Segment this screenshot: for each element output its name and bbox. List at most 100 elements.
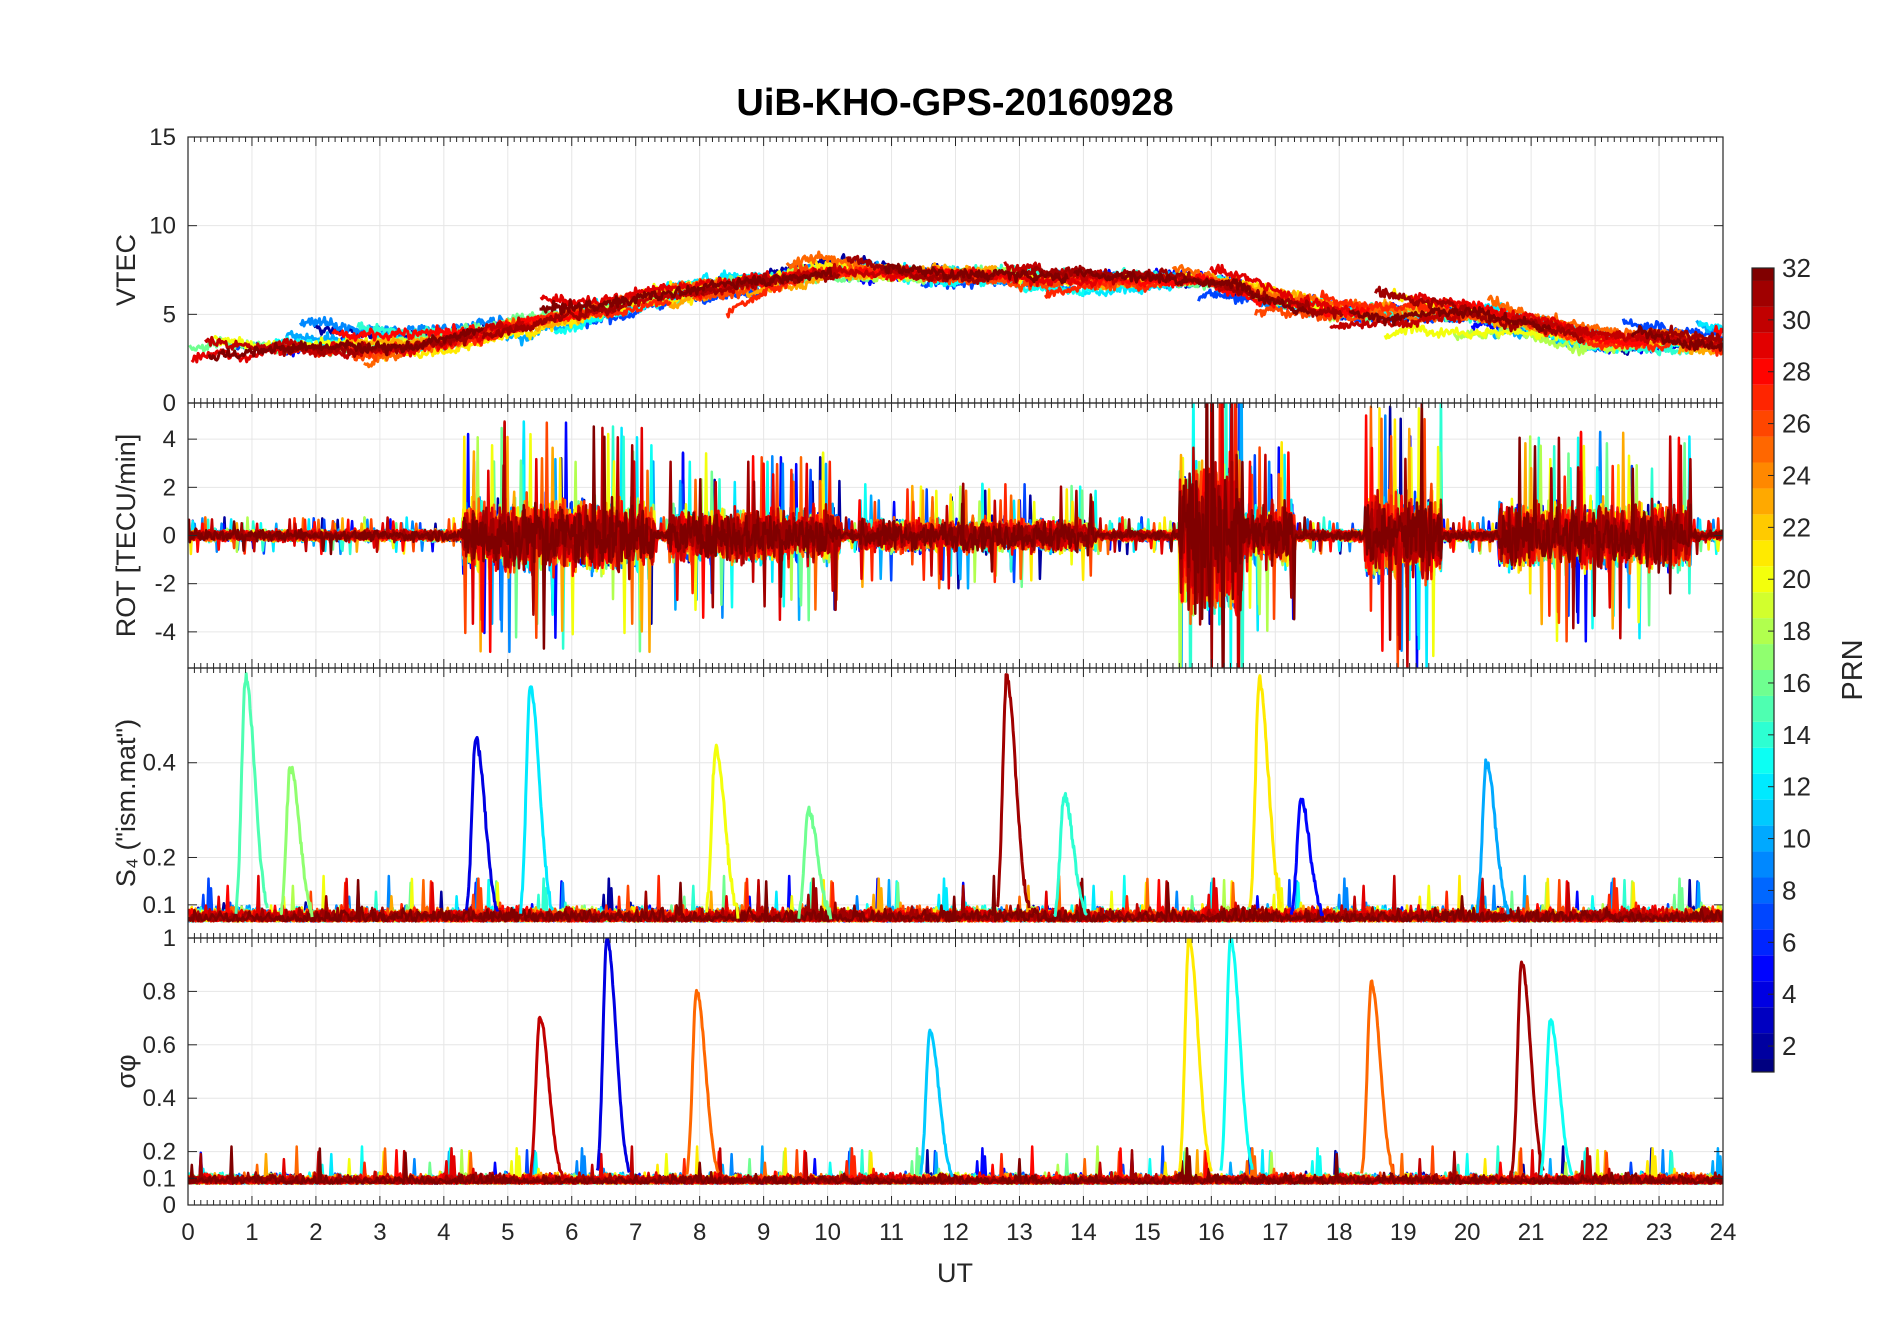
vtec-trace-prn32 — [1348, 306, 1552, 332]
x-tick-label: 13 — [1006, 1219, 1033, 1246]
colorbar-band — [1752, 618, 1774, 645]
sigma-trace-prn32 — [188, 1145, 1723, 1185]
x-ticks-1 — [187, 136, 1724, 404]
traces-2 — [188, 403, 1723, 668]
colorbar-tick-label: 22 — [1782, 512, 1811, 542]
rot-trace-prn32 — [188, 403, 1723, 668]
traces-4 — [188, 938, 1723, 1185]
s4-trace-prn32 — [188, 874, 1723, 923]
x-tick-label: 20 — [1454, 1219, 1481, 1246]
vtec-trace-prn32 — [1630, 324, 1723, 352]
y-axis-label-4: σφ — [111, 1054, 141, 1088]
colorbar-tick-label: 10 — [1782, 824, 1811, 854]
x-tick-label: 15 — [1134, 1219, 1161, 1246]
x-tick-label: 24 — [1710, 1219, 1737, 1246]
x-tick-label: 19 — [1390, 1219, 1417, 1246]
colorbar-tick-label: 24 — [1782, 460, 1811, 490]
colorbar-tick-label: 32 — [1782, 253, 1811, 283]
y-tick-label: 0.4 — [143, 1085, 176, 1112]
vtec-trace-prn28 — [1713, 324, 1723, 337]
y-tick-label: -2 — [155, 571, 176, 598]
colorbar-tick-label: 2 — [1782, 1031, 1796, 1061]
y-tick-label: 1 — [163, 925, 176, 952]
colorbar-band — [1752, 332, 1774, 359]
y-tick-label: 0.2 — [143, 844, 176, 871]
colorbar-box — [1751, 267, 1775, 1073]
x-tick-label: 0 — [181, 1219, 194, 1246]
y-tick-label: 10 — [149, 213, 176, 240]
colorbar-band — [1752, 592, 1774, 619]
y-tick-label: 0 — [163, 523, 176, 550]
colorbar-band — [1752, 514, 1774, 541]
s4-spike-1 — [234, 672, 269, 914]
vtec-trace-prn32 — [1073, 268, 1311, 316]
x-tick-label: 4 — [437, 1219, 450, 1246]
vtec-trace-prn32 — [539, 266, 833, 316]
colorbar-tick-label: 12 — [1782, 772, 1811, 802]
vtec-trace-prn31 — [845, 254, 999, 285]
grid-4 — [187, 937, 1724, 1206]
vtec-trace-prn32 — [207, 326, 485, 362]
colorbar-tick-label: 26 — [1782, 409, 1811, 439]
y-axis-label-3: S₄ ("ism.mat") — [111, 719, 141, 887]
colorbar-band — [1752, 955, 1774, 982]
sigma-spike-2 — [595, 938, 631, 1174]
sigma-spike-8 — [1510, 960, 1545, 1174]
colorbar-band — [1752, 851, 1774, 878]
colorbar-band — [1752, 436, 1774, 463]
x-axis-label: UT — [937, 1258, 973, 1288]
vtec-trace-prn12 — [1697, 320, 1723, 332]
colorbar-tick-label: 14 — [1782, 720, 1811, 750]
x-tick-label: 12 — [942, 1219, 969, 1246]
grid-3 — [187, 668, 1724, 938]
colorbar-band — [1752, 799, 1774, 826]
y-tick-label: 2 — [163, 474, 176, 501]
y-tick-label: 0.2 — [143, 1139, 176, 1166]
x-tick-label: 14 — [1070, 1219, 1097, 1246]
colorbar-tick-label: 30 — [1782, 305, 1811, 335]
colorbar-band — [1752, 410, 1774, 437]
colorbar-tick-label: 16 — [1782, 668, 1811, 698]
y-tick-label: 0.4 — [143, 750, 176, 777]
colorbar-band — [1752, 695, 1774, 722]
x-tick-label: 11 — [879, 1219, 904, 1246]
y-tick-label: 0 — [163, 390, 176, 417]
colorbar-tick-label: 18 — [1782, 616, 1811, 646]
sigma-spike-6 — [1219, 938, 1254, 1171]
chart-title: UiB-KHO-GPS-20160928 — [736, 82, 1173, 124]
panel-3: 0.1 0.2 0.4S₄ ("ism.mat") — [111, 667, 1724, 939]
colorbar-label: PRN — [1837, 639, 1869, 700]
s4-spike-11 — [1475, 758, 1510, 915]
vtec-trace-prn30 — [1329, 310, 1463, 330]
colorbar-band — [1752, 462, 1774, 489]
sigma-spike-4 — [918, 1028, 954, 1178]
traces-1 — [188, 250, 1723, 369]
colorbar-band — [1752, 280, 1774, 307]
y-tick-label: 0.8 — [143, 978, 176, 1005]
colorbar-band — [1752, 721, 1774, 748]
s4-spike-7 — [995, 673, 1031, 909]
s4-spike-10 — [1289, 797, 1325, 917]
s4-spike-3 — [464, 735, 500, 912]
colorbar-tick-label: 20 — [1782, 564, 1811, 594]
y-tick-label: 0.1 — [143, 1165, 176, 1192]
panel-2: -4 -2 0 2 4 ROT [TECU/min] — [111, 402, 1724, 669]
colorbar-band — [1752, 1059, 1774, 1072]
y-tick-label: 0 — [163, 1192, 176, 1219]
traces-3 — [188, 672, 1723, 923]
colorbar-band — [1752, 981, 1774, 1008]
colorbar-tick-label: 6 — [1782, 927, 1796, 957]
x-tick-label: 10 — [814, 1219, 841, 1246]
x-tick-label: 17 — [1262, 1219, 1289, 1246]
x-tick-label: 1 — [245, 1219, 258, 1246]
sigma-spike-7 — [1360, 979, 1395, 1174]
colorbar-band — [1752, 877, 1774, 904]
colorbar-band — [1752, 825, 1774, 852]
colorbar-band — [1752, 747, 1774, 774]
colorbar-band — [1752, 903, 1774, 930]
colorbar-band — [1752, 540, 1774, 567]
s4-spike-6 — [797, 805, 833, 920]
x-tick-label: 5 — [501, 1219, 514, 1246]
colorbar-band — [1752, 1033, 1774, 1060]
